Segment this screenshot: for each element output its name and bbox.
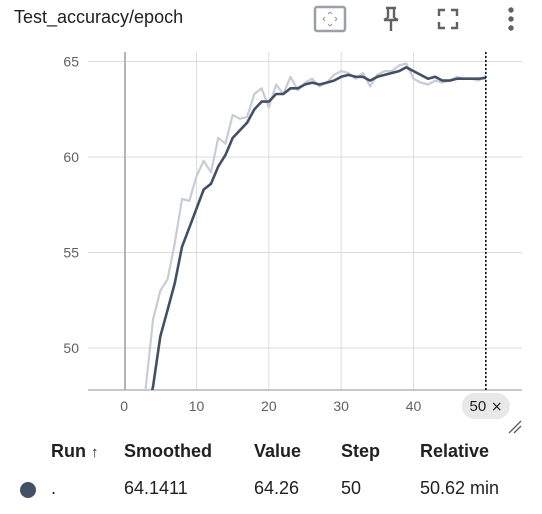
step-value: 50: [341, 478, 361, 499]
more-vert-icon: [507, 6, 515, 32]
x-tick-label: 20: [261, 398, 277, 414]
grid-lines: [88, 52, 522, 390]
run-color-dot: [20, 482, 36, 498]
more-options-button[interactable]: [498, 0, 524, 38]
x-tick-label: 10: [189, 398, 205, 414]
column-header-relative[interactable]: Relative: [420, 441, 489, 462]
pin-button[interactable]: [378, 0, 404, 38]
sort-ascending-icon: ↑: [91, 444, 99, 461]
card-title: Test_accuracy/epoch: [14, 7, 183, 28]
y-tick-label: 55: [63, 245, 79, 261]
y-tick-label: 65: [63, 54, 79, 70]
column-header-smoothed[interactable]: Smoothed: [124, 441, 212, 462]
close-icon[interactable]: ×: [491, 399, 503, 415]
resize-handle-icon[interactable]: [509, 421, 521, 433]
smoothed-value: 64.1411: [124, 478, 188, 499]
x-cursor-chip[interactable]: 50 ×: [462, 393, 510, 419]
x-tick-label: 40: [406, 398, 422, 414]
fit-domain-icon: [313, 5, 347, 33]
fit-domain-button[interactable]: [310, 0, 350, 38]
y-tick-label: 50: [63, 340, 79, 356]
column-header-run[interactable]: Run ↑: [51, 441, 99, 462]
line-chart[interactable]: 50 55 60 65 0 10 20 30 40 50 ×: [0, 40, 542, 440]
fullscreen-button[interactable]: [435, 0, 461, 38]
column-header-value[interactable]: Value: [254, 441, 301, 462]
column-header-run-label: Run: [51, 441, 86, 461]
column-header-step[interactable]: Step: [341, 441, 380, 462]
x-tick-label: 30: [333, 398, 349, 414]
raw-series-line: [139, 64, 486, 441]
pin-icon: [381, 6, 401, 32]
raw-value: 64.26: [254, 478, 299, 499]
y-tick-label: 60: [63, 149, 79, 165]
x-tick-label: 0: [120, 398, 128, 414]
fullscreen-icon: [437, 8, 459, 30]
x-cursor-chip-label: 50: [469, 398, 486, 415]
relative-time: 50.62 min: [420, 478, 499, 499]
run-name: .: [51, 478, 56, 499]
